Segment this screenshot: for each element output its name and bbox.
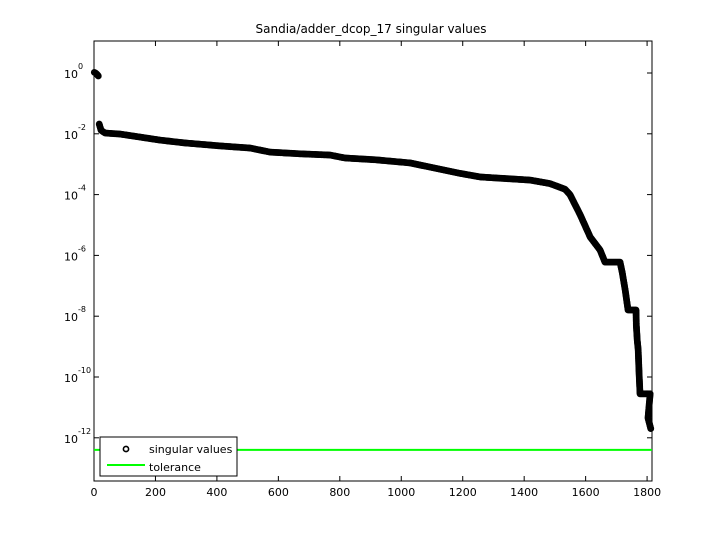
legend-label-singular-values: singular values [149, 443, 233, 456]
x-tick-label: 1600 [572, 486, 600, 499]
y-tick-exponent: -12 [78, 427, 91, 436]
x-axis: 0 200 400 600 800 1000 1200 1400 1600 1800 [91, 41, 661, 499]
y-tick-exponent: 0 [78, 62, 83, 71]
x-tick-label: 0 [91, 486, 98, 499]
legend-marker-circle-icon [122, 445, 130, 453]
y-tick-exponent: -10 [78, 366, 91, 375]
x-tick-label: 600 [268, 486, 289, 499]
y-tick-label: 10 [64, 433, 78, 446]
x-tick-label: 1800 [633, 486, 661, 499]
y-tick-label: 10 [64, 68, 78, 81]
x-tick-label: 1000 [387, 486, 415, 499]
singular-values-series [90, 68, 655, 433]
y-tick-label: 10 [64, 250, 78, 263]
y-tick-label: 10 [64, 372, 78, 385]
x-tick-label: 200 [145, 486, 166, 499]
plot-frame [93, 40, 653, 482]
chart-title: Sandia/adder_dcop_17 singular values [256, 22, 487, 36]
x-tick-label: 1400 [510, 486, 538, 499]
y-tick-exponent: -2 [78, 123, 86, 132]
x-tick-label: 1200 [449, 486, 477, 499]
x-tick-label: 800 [329, 486, 350, 499]
y-tick-label: 10 [64, 311, 78, 324]
x-tick-label: 400 [206, 486, 227, 499]
legend-box [99, 436, 238, 477]
legend-label-tolerance: tolerance [149, 461, 201, 474]
y-tick-label: 10 [64, 129, 78, 142]
y-tick-exponent: -4 [78, 184, 86, 193]
y-tick-exponent: -8 [78, 305, 86, 314]
y-tick-exponent: -6 [78, 244, 86, 253]
plot-area [90, 40, 655, 482]
data-point [647, 425, 655, 433]
y-tick-label: 10 [64, 190, 78, 203]
legend: singular values tolerance [99, 436, 238, 477]
